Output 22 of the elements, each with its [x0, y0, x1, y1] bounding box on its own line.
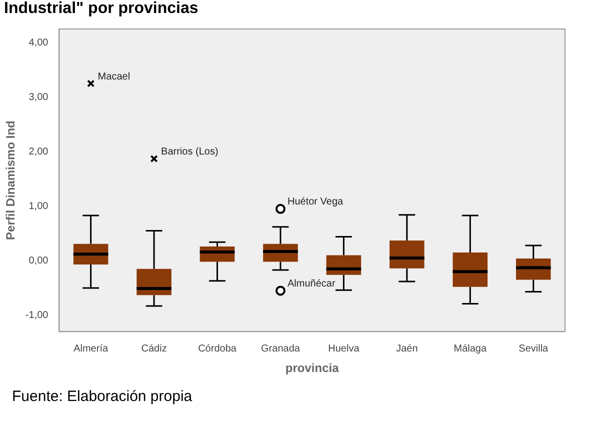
y-tick-label: 1,00	[28, 200, 49, 212]
annotation: Barrios (Los)	[161, 146, 218, 158]
y-tick-label: 4,00	[28, 37, 49, 48]
y-tick-label: 3,00	[28, 92, 49, 103]
x-tick-label: Huelva	[328, 343, 360, 354]
annotation: Macael	[98, 71, 130, 82]
y-tick-label: 2,00	[28, 146, 49, 158]
x-tick-label: Sevilla	[518, 343, 549, 354]
x-tick-label: Córdoba	[198, 343, 237, 354]
y-tick-label: -1,00	[25, 310, 49, 321]
x-tick-label: Cádiz	[141, 343, 167, 354]
y-tick-label: 0,00	[28, 255, 49, 266]
annotation: Almuñécar	[287, 278, 336, 290]
x-axis-title: provincia	[285, 361, 340, 376]
x-tick-label: Almería	[74, 343, 108, 354]
chart-title: Industrial" por provincias	[3, 0, 200, 19]
x-tick-label: Jaén	[396, 343, 418, 354]
source-note: Fuente: Elaboración propia	[11, 388, 194, 405]
x-tick-label: Málaga	[454, 343, 487, 354]
annotation: Huétor Vega	[287, 196, 344, 208]
x-tick-label: Granada	[261, 343, 300, 354]
y-axis-title: Perfil Dinamismo Ind	[4, 120, 18, 240]
